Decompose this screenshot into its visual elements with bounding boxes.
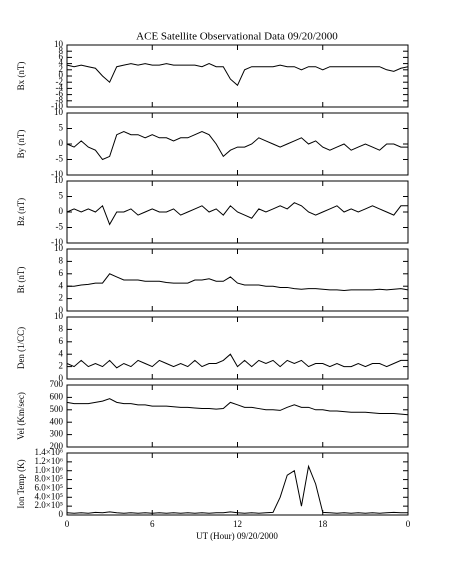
x-axis-label: UT (Hour) 09/20/2000 [196,531,278,541]
y-tick-label: 1.0×10⁶ [35,465,63,475]
y-tick-label: -10 [51,237,63,247]
y-tick-label: -10 [51,101,63,111]
y-tick-label: 6.0×10⁵ [35,482,63,492]
y-tick-label: 0 [59,138,64,148]
y-tick-label: 10 [54,107,64,117]
y-tick-label: 400 [50,416,64,426]
y-axis-label: Ion Temp (K) [16,459,26,508]
y-tick-label: 10 [54,243,64,253]
y-tick-label: 8.0×10⁵ [35,474,63,484]
y-axis-label: Bz (nT) [16,198,26,226]
y-tick-label: -2 [56,76,64,86]
y-tick-label: -5 [56,222,64,232]
y-tick-label: 0 [59,206,64,216]
y-tick-label: 10 [54,175,64,185]
chart-title: ACE Satellite Observational Data 09/20/2… [136,31,338,43]
data-line [66,63,409,87]
y-tick-label: 5 [59,191,64,201]
x-tick-label: 0 [65,519,70,529]
y-tick-label: 2 [59,64,64,74]
y-axis-label: Bt (nT) [16,267,26,294]
y-tick-label: 2 [59,293,64,303]
y-tick-label: 4.0×10⁵ [35,491,63,501]
y-tick-label: -4 [56,82,64,92]
y-tick-label: 0 [59,70,64,80]
y-axis-label: Vel (Km/sec) [16,392,26,440]
y-tick-label: -10 [51,169,63,179]
y-tick-label: 2.0×10⁵ [35,500,63,510]
y-tick-label: 4 [59,348,64,358]
y-tick-label: 1.4×10⁶ [35,447,63,457]
y-tick-label: 6 [59,51,64,61]
data-line [66,353,408,369]
y-tick-label: 10 [54,39,64,49]
data-line [66,131,408,161]
y-tick-label: -8 [56,95,64,105]
y-tick-label: 4 [59,280,64,290]
data-line [66,202,408,226]
y-tick-label: 0 [59,373,64,383]
y-tick-label: -6 [56,89,64,99]
x-tick-label: 0 [406,519,411,529]
y-tick-label: 8 [59,255,64,265]
y-axis-label: Den (1/CC) [16,327,26,369]
y-axis-label: Bx (nT) [16,62,26,91]
x-tick-label: 6 [150,519,155,529]
y-tick-label: 500 [50,404,64,414]
data-line [66,464,408,514]
y-tick-label: 0 [59,305,64,315]
y-tick-label: 0 [59,509,64,519]
y-tick-label: 2 [59,361,64,371]
y-tick-label: 6 [59,268,64,278]
y-tick-label: 1.2×10⁶ [35,456,63,466]
x-tick-label: 18 [318,519,328,529]
y-tick-label: 5 [59,123,64,133]
y-tick-label: 200 [50,441,64,451]
data-line [66,398,409,416]
x-tick-label: 12 [233,519,242,529]
y-tick-label: 10 [54,311,64,321]
y-tick-label: 300 [50,429,64,439]
y-tick-label: 700 [50,379,64,389]
y-axis-label: By (nT) [16,130,26,159]
y-tick-label: 4 [59,58,64,68]
y-tick-label: 8 [59,323,64,333]
y-tick-label: -5 [56,154,64,164]
y-tick-label: 6 [59,336,64,346]
data-line [67,273,409,292]
y-tick-label: 8 [59,45,64,55]
y-tick-label: 600 [50,391,64,401]
